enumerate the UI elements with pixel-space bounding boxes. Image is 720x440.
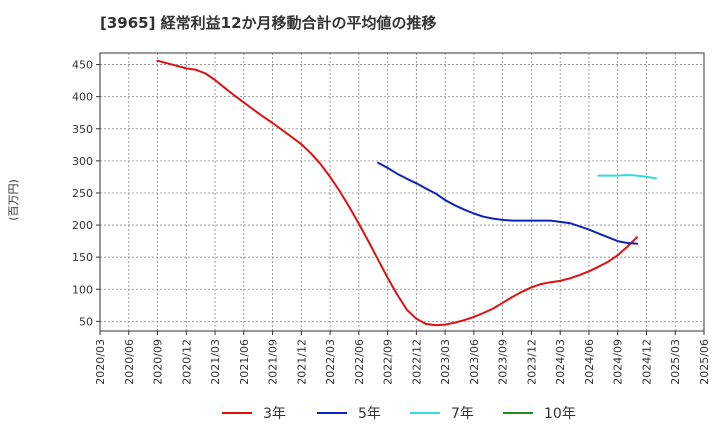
plot-area <box>99 52 705 332</box>
y-axis-label: (百万円) <box>7 179 20 221</box>
y-tick-label: 250 <box>72 187 93 200</box>
x-tick-label: 2021/12 <box>295 339 308 385</box>
legend-label-4: 10年 <box>544 406 576 422</box>
x-tick-label: 2022/06 <box>353 339 366 385</box>
x-tick-label: 2023/06 <box>468 339 481 385</box>
y-tick-label: 300 <box>72 155 93 168</box>
x-tick-label: 2022/12 <box>410 339 423 385</box>
x-tick-label: 2024/09 <box>612 339 625 385</box>
legend: 3年 5年 7年 10年 <box>222 406 576 422</box>
y-tick-label: 200 <box>72 219 93 232</box>
legend-label-2: 5年 <box>358 406 381 422</box>
x-tick-label: 2021/03 <box>209 339 222 385</box>
x-axis-ticks: 2020/03 2020/06 2020/09 2020/12 2021/03 2021/… <box>94 331 711 385</box>
y-tick-label: 50 <box>79 315 93 328</box>
x-tick-label: 2024/12 <box>640 339 653 385</box>
x-tick-label: 2020/12 <box>180 339 193 385</box>
y-tick-label: 400 <box>72 91 93 104</box>
x-tick-label: 2025/03 <box>669 339 682 385</box>
chart-title: [3965] 経常利益12か月移動合計の平均値の推移 <box>100 14 437 32</box>
x-tick-label: 2024/06 <box>583 339 596 385</box>
x-tick-label: 2023/12 <box>525 339 538 385</box>
y-axis-ticks: 50 100 150 200 250 300 350 400 450 <box>72 59 100 328</box>
x-tick-label: 2020/09 <box>152 339 165 385</box>
series-line-1 <box>156 59 638 327</box>
series-line-3 <box>597 174 657 180</box>
series-lines <box>156 59 657 327</box>
x-tick-label: 2021/09 <box>267 339 280 385</box>
series-line-2 <box>377 161 638 245</box>
x-tick-label: 2022/03 <box>324 339 337 385</box>
y-tick-label: 150 <box>72 251 93 264</box>
x-tick-label: 2020/06 <box>123 339 136 385</box>
grid-lines <box>100 53 704 331</box>
x-tick-label: 2025/06 <box>698 339 711 385</box>
x-tick-label: 2023/09 <box>497 339 510 385</box>
x-tick-label: 2020/03 <box>94 339 107 385</box>
y-tick-label: 450 <box>72 59 93 72</box>
x-tick-label: 2022/09 <box>382 339 395 385</box>
y-tick-label: 350 <box>72 123 93 136</box>
y-tick-label: 100 <box>72 283 93 296</box>
legend-label-3: 7年 <box>451 406 474 422</box>
x-tick-label: 2023/03 <box>439 339 452 385</box>
legend-label-1: 3年 <box>263 406 286 422</box>
x-tick-label: 2024/03 <box>554 339 567 385</box>
x-tick-label: 2021/06 <box>238 339 251 385</box>
